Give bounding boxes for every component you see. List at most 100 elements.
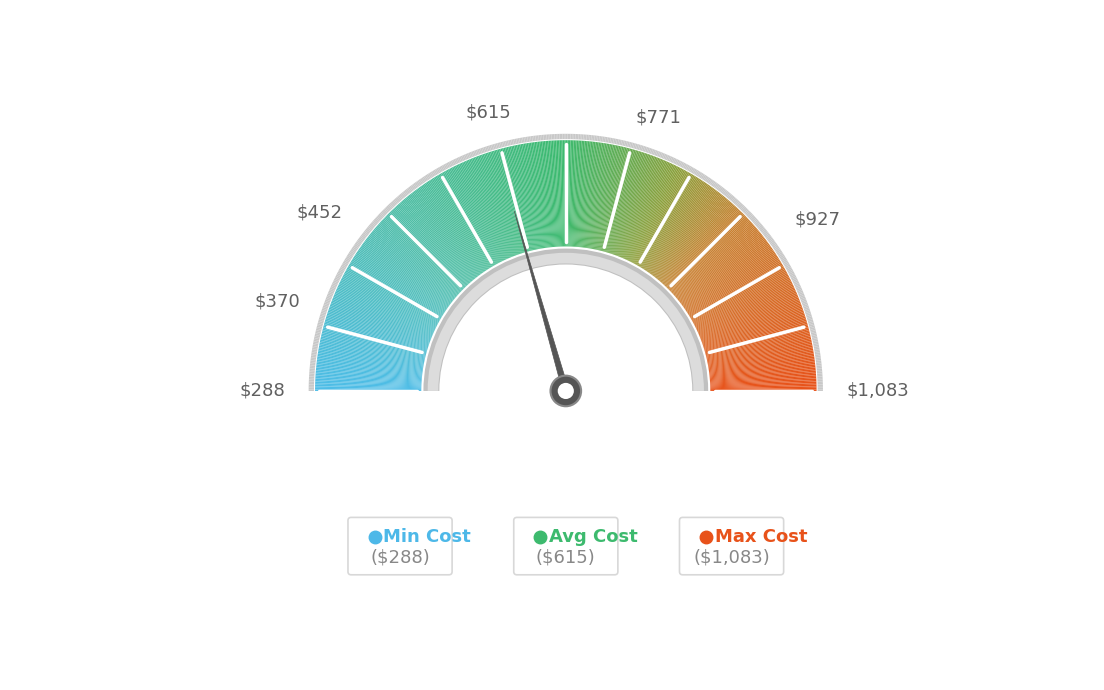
Wedge shape — [702, 310, 804, 346]
Wedge shape — [371, 222, 375, 227]
Wedge shape — [444, 171, 496, 265]
Wedge shape — [374, 228, 456, 297]
Wedge shape — [463, 155, 466, 161]
Wedge shape — [369, 224, 374, 229]
Wedge shape — [683, 245, 771, 308]
Wedge shape — [592, 144, 613, 249]
Wedge shape — [607, 150, 639, 253]
Wedge shape — [597, 146, 622, 250]
Wedge shape — [337, 273, 342, 277]
Wedge shape — [709, 179, 713, 184]
Wedge shape — [311, 351, 317, 353]
Wedge shape — [687, 254, 777, 313]
Wedge shape — [374, 219, 379, 224]
Wedge shape — [773, 244, 777, 248]
Wedge shape — [669, 156, 672, 161]
Wedge shape — [633, 143, 636, 148]
Wedge shape — [438, 175, 493, 266]
Wedge shape — [388, 205, 392, 210]
Wedge shape — [320, 315, 326, 317]
Wedge shape — [570, 140, 574, 246]
Wedge shape — [379, 223, 458, 295]
Wedge shape — [660, 201, 732, 282]
Wedge shape — [469, 152, 474, 157]
Wedge shape — [317, 358, 423, 373]
Wedge shape — [696, 280, 792, 328]
Wedge shape — [782, 259, 787, 263]
Wedge shape — [574, 134, 575, 139]
Wedge shape — [649, 186, 712, 273]
Wedge shape — [815, 351, 820, 353]
Wedge shape — [666, 155, 669, 161]
Wedge shape — [683, 246, 772, 308]
Wedge shape — [354, 244, 359, 248]
Wedge shape — [351, 259, 443, 316]
Wedge shape — [550, 135, 552, 139]
Wedge shape — [701, 300, 800, 339]
Wedge shape — [395, 197, 401, 202]
Wedge shape — [331, 284, 337, 288]
Wedge shape — [427, 253, 704, 391]
Wedge shape — [673, 158, 677, 164]
Wedge shape — [817, 373, 822, 375]
Wedge shape — [676, 159, 680, 165]
Wedge shape — [309, 378, 315, 380]
Wedge shape — [704, 322, 807, 353]
Wedge shape — [618, 157, 658, 257]
Wedge shape — [597, 136, 599, 141]
Wedge shape — [586, 143, 602, 248]
Wedge shape — [588, 135, 590, 140]
Wedge shape — [667, 213, 743, 289]
Wedge shape — [349, 264, 442, 318]
Wedge shape — [382, 210, 386, 215]
Wedge shape — [476, 150, 479, 155]
Wedge shape — [449, 168, 499, 263]
Wedge shape — [790, 275, 796, 279]
Wedge shape — [368, 226, 373, 230]
Wedge shape — [623, 160, 666, 258]
Wedge shape — [434, 177, 490, 268]
Wedge shape — [640, 176, 697, 268]
Wedge shape — [337, 287, 434, 332]
Wedge shape — [445, 170, 497, 264]
Wedge shape — [571, 134, 572, 139]
Wedge shape — [364, 239, 450, 304]
Wedge shape — [312, 348, 318, 350]
Wedge shape — [351, 261, 443, 317]
Wedge shape — [659, 199, 730, 282]
Wedge shape — [477, 149, 480, 155]
Wedge shape — [619, 139, 622, 145]
Wedge shape — [319, 346, 424, 366]
Wedge shape — [667, 156, 671, 161]
Wedge shape — [435, 169, 439, 174]
Wedge shape — [716, 185, 721, 190]
Wedge shape — [326, 296, 331, 299]
Wedge shape — [818, 389, 822, 391]
Wedge shape — [443, 172, 496, 265]
Wedge shape — [800, 298, 806, 302]
Wedge shape — [511, 146, 535, 250]
Wedge shape — [316, 369, 422, 380]
Wedge shape — [635, 170, 687, 264]
Wedge shape — [817, 378, 822, 380]
Text: Max Cost: Max Cost — [714, 528, 807, 546]
Wedge shape — [723, 190, 728, 195]
Wedge shape — [707, 335, 810, 359]
Wedge shape — [549, 141, 556, 247]
Wedge shape — [560, 140, 563, 246]
Wedge shape — [624, 161, 668, 259]
Wedge shape — [572, 141, 578, 246]
Wedge shape — [802, 299, 807, 303]
Wedge shape — [530, 136, 532, 141]
Wedge shape — [760, 227, 765, 232]
Wedge shape — [354, 254, 445, 313]
Wedge shape — [349, 252, 354, 256]
Wedge shape — [452, 167, 501, 262]
Wedge shape — [314, 339, 319, 342]
Wedge shape — [326, 298, 331, 302]
Wedge shape — [628, 165, 676, 261]
Wedge shape — [315, 388, 422, 390]
Wedge shape — [639, 175, 694, 267]
Wedge shape — [444, 164, 447, 170]
Wedge shape — [599, 147, 627, 250]
